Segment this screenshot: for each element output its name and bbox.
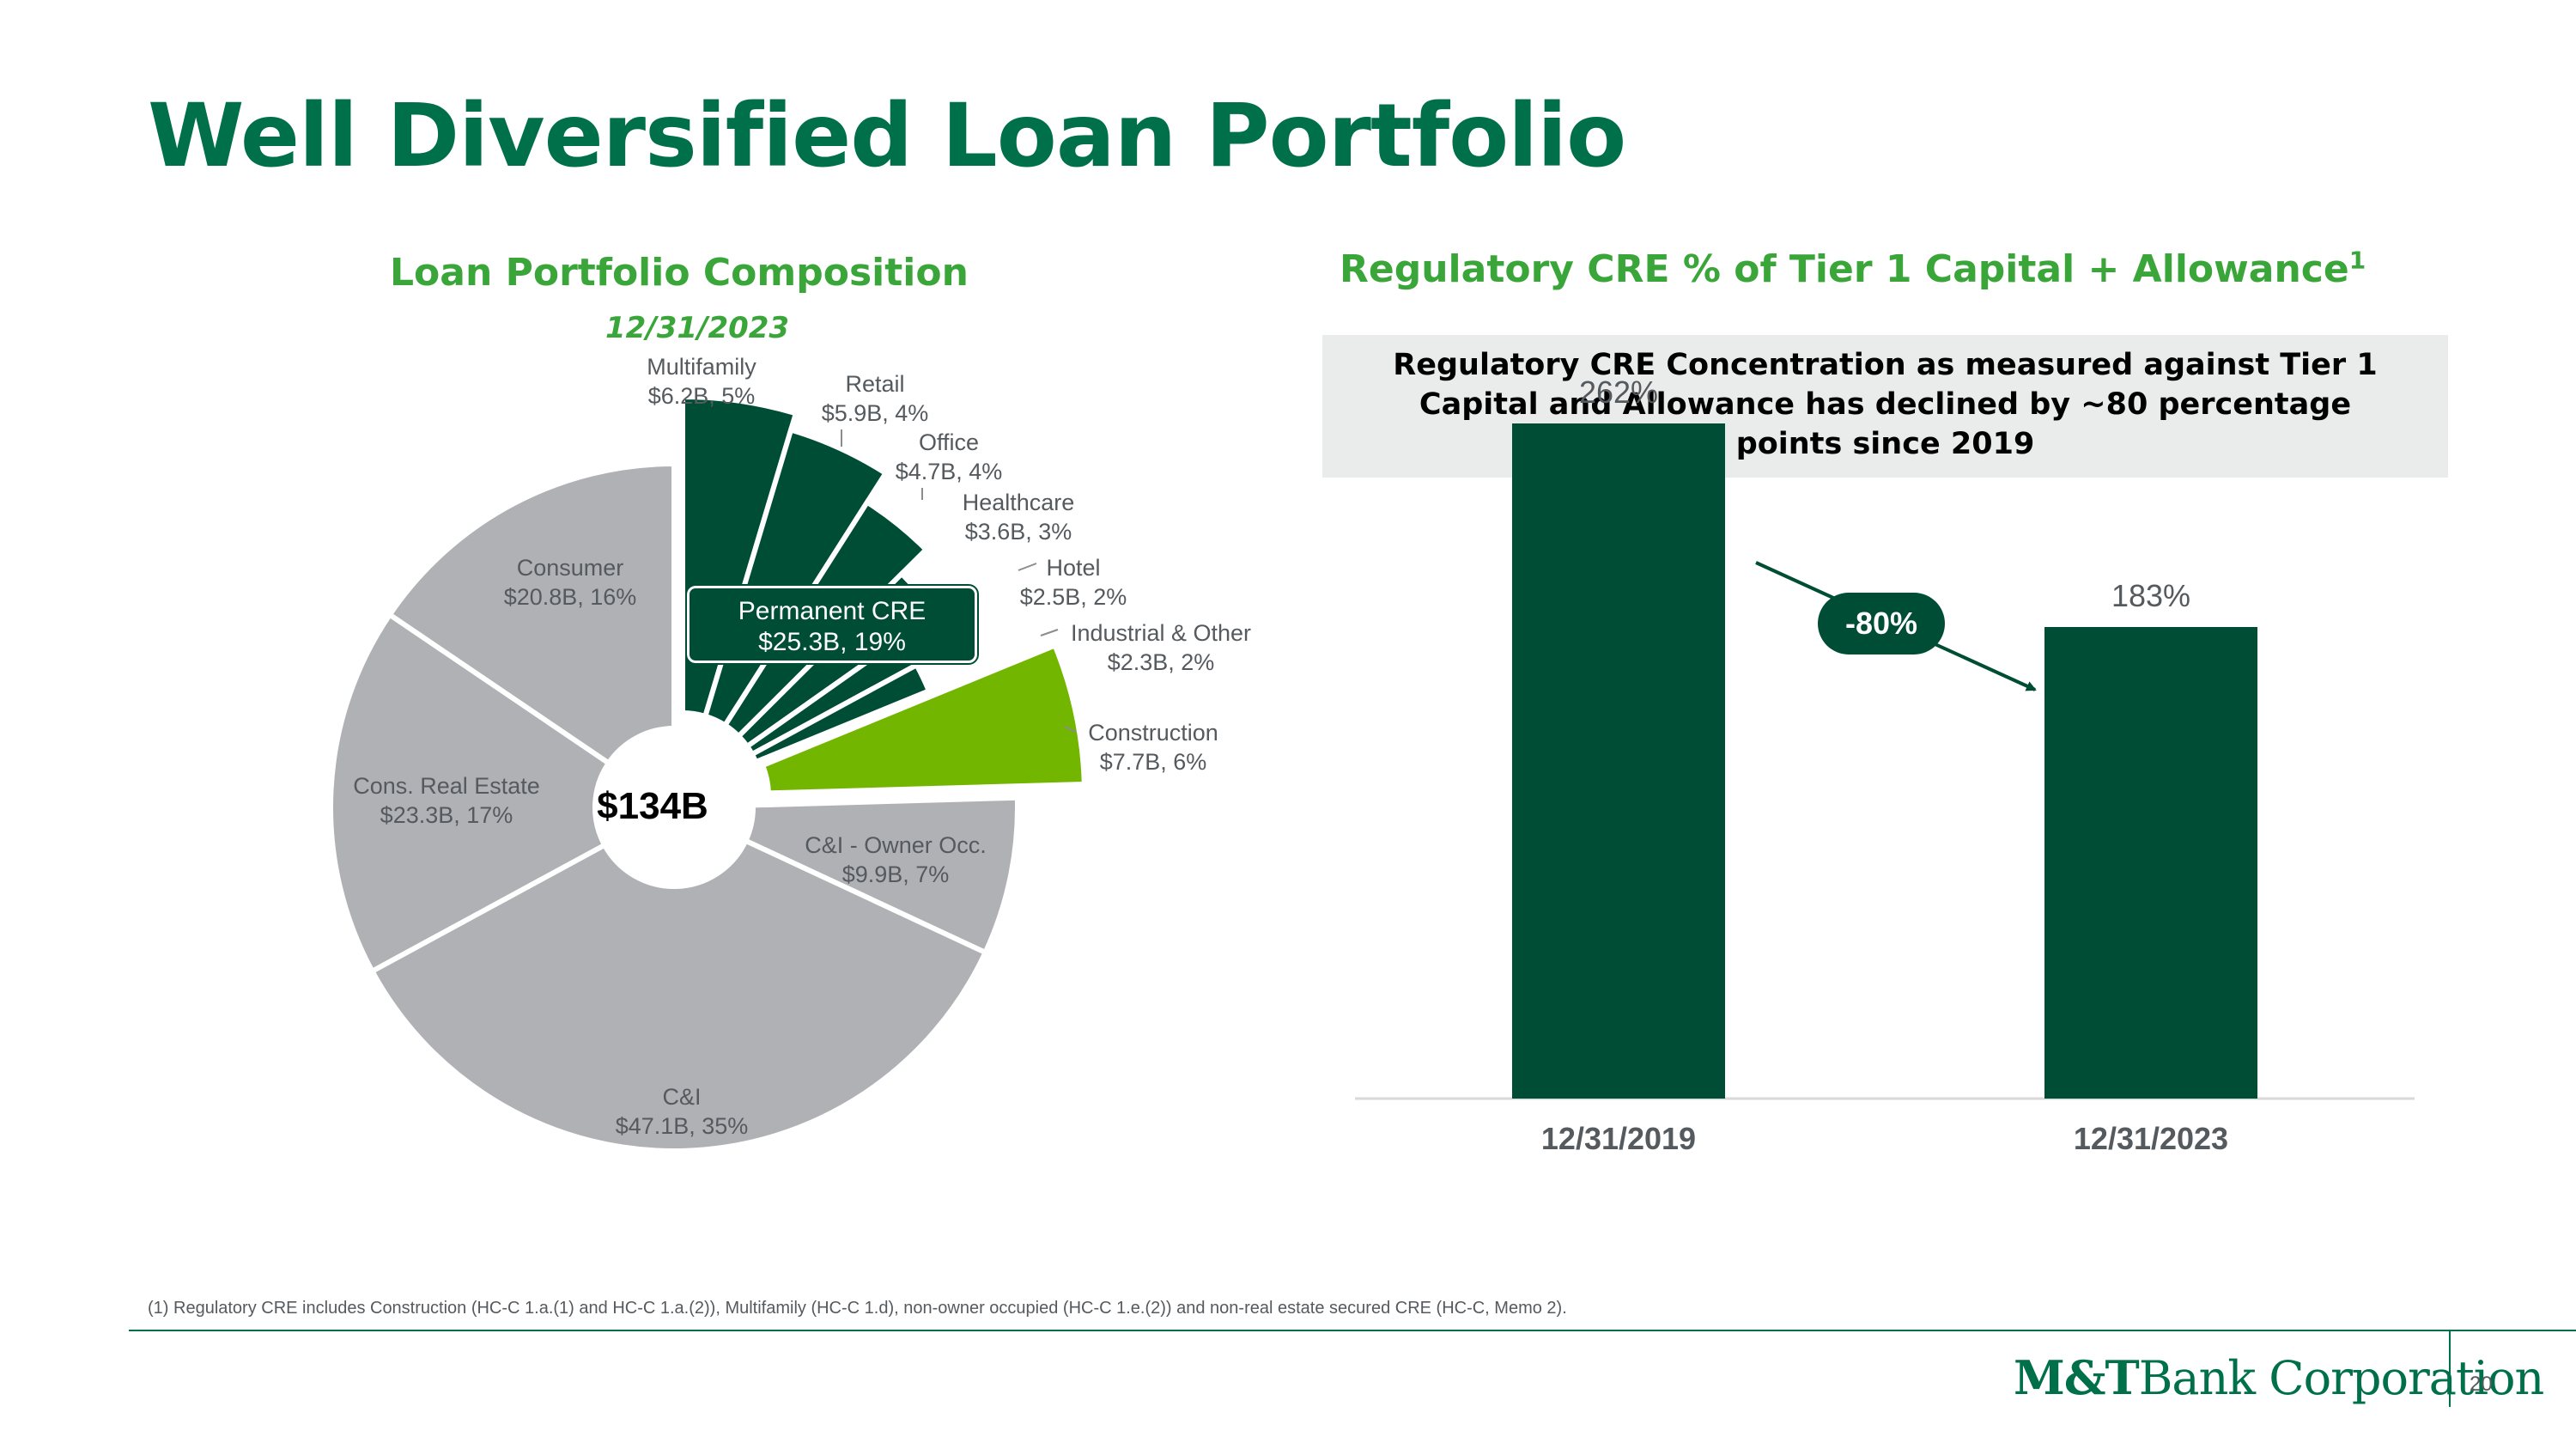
slice-label-retail: Retail $5.9B, 4% [822, 369, 929, 428]
pie-leader-line [1018, 563, 1037, 571]
footnote: (1) Regulatory CRE includes Construction… [148, 1299, 1567, 1318]
slice-value: $23.3B, 17% [380, 802, 513, 828]
logo-divider [2449, 1331, 2451, 1407]
footnote-marker: 1 [2348, 246, 2366, 275]
slice-value: $4.7B, 4% [895, 459, 1003, 484]
slice-label-industrial-other: Industrial & Other $2.3B, 2% [1071, 618, 1251, 677]
slice-label-healthcare: Healthcare $3.6B, 3% [963, 488, 1075, 546]
callout-line-1: Regulatory CRE Concentration as measured… [1393, 348, 2378, 382]
slice-value: $7.7B, 6% [1099, 749, 1207, 775]
slide-title: Well Diversified Loan Portfolio [148, 85, 1626, 187]
pie-total-label: $134B [597, 785, 708, 827]
slice-name: Retail [845, 371, 905, 397]
pie-center-hole [595, 728, 753, 886]
slice-name: C&I - Owner Occ. [805, 832, 987, 858]
bar-12-31-2023 [2044, 627, 2257, 1099]
slice-name: Healthcare [962, 490, 1075, 515]
slice-name: C&I [662, 1084, 702, 1110]
slice-name: Industrial & Other [1070, 620, 1252, 646]
bar-chart-heading: Regulatory CRE % of Tier 1 Capital + All… [1340, 248, 2366, 289]
bar-category-label: 12/31/2019 [1541, 1121, 1696, 1156]
slice-value: $6.2B, 5% [647, 383, 756, 409]
slice-value: $20.8B, 16% [503, 584, 637, 610]
page-number: 20 [2470, 1373, 2493, 1396]
pie-leader-line [1040, 629, 1059, 636]
callout-line-3: points since 2019 [1735, 427, 2035, 461]
slice-label-office: Office $4.7B, 4% [896, 428, 1003, 486]
slice-label-cons-real-estate: Cons. Real Estate $23.3B, 17% [353, 771, 540, 830]
slice-name: Cons. Real Estate [353, 773, 540, 799]
slice-name: Multifamily [647, 354, 756, 380]
slice-value: $5.9B, 4% [821, 400, 929, 426]
slice-value: $47.1B, 35% [615, 1113, 749, 1139]
slice-name: Consumer [516, 555, 624, 581]
change-badge [1818, 593, 1945, 654]
bar-chart-heading-text: Regulatory CRE % of Tier 1 Capital + All… [1340, 247, 2349, 291]
pie-slice-industrial-other [748, 661, 933, 766]
slice-label-consumer: Consumer $20.8B, 16% [504, 553, 637, 612]
bar-12-31-2019 [1512, 423, 1725, 1099]
mt-bank-logo: M&TBank Corporation [2014, 1350, 2545, 1405]
pie-slice-consumer [386, 460, 677, 767]
pie-leader-line [1064, 726, 1077, 733]
footer-divider [129, 1330, 2576, 1331]
logo-mark: M&T [2014, 1350, 2140, 1405]
slice-label-ci-owner-occ: C&I - Owner Occ. $9.9B, 7% [805, 831, 987, 889]
permanent-cre-name: Permanent CRE [738, 597, 927, 625]
slice-value: $2.5B, 2% [1019, 584, 1127, 610]
slice-label-ci: C&I $47.1B, 35% [616, 1082, 749, 1141]
pie-chart-heading: Loan Portfolio Composition [390, 251, 969, 295]
cre-concentration-callout: Regulatory CRE Concentration as measured… [1322, 335, 2448, 478]
callout-line-2: Capital and Allowance has declined by ~8… [1419, 387, 2352, 422]
pie-chart-date: 12/31/2023 [605, 311, 790, 345]
change-badge-label: -80% [1845, 606, 1917, 641]
slice-name: Hotel [1046, 555, 1101, 581]
slice-label-construction: Construction $7.7B, 6% [1088, 718, 1218, 776]
slice-value: $9.9B, 7% [841, 861, 950, 887]
slice-name: Construction [1088, 720, 1218, 746]
permanent-cre-callout: Permanent CRE $25.3B, 19% [685, 584, 979, 665]
logo-wordmark: Bank Corporation [2138, 1351, 2545, 1405]
bar-value-label: 262% [1579, 374, 1658, 410]
slice-label-multifamily: Multifamily $6.2B, 5% [647, 352, 756, 411]
bar-value-label: 183% [2111, 578, 2190, 613]
bar-category-label: 12/31/2023 [2074, 1121, 2228, 1156]
slice-name: Office [918, 429, 980, 455]
slice-value: $3.6B, 3% [964, 519, 1072, 545]
slice-label-hotel: Hotel $2.5B, 2% [1020, 553, 1127, 612]
pie-slice-construction [759, 642, 1087, 796]
slice-value: $2.3B, 2% [1107, 649, 1215, 675]
permanent-cre-value: $25.3B, 19% [758, 628, 906, 656]
